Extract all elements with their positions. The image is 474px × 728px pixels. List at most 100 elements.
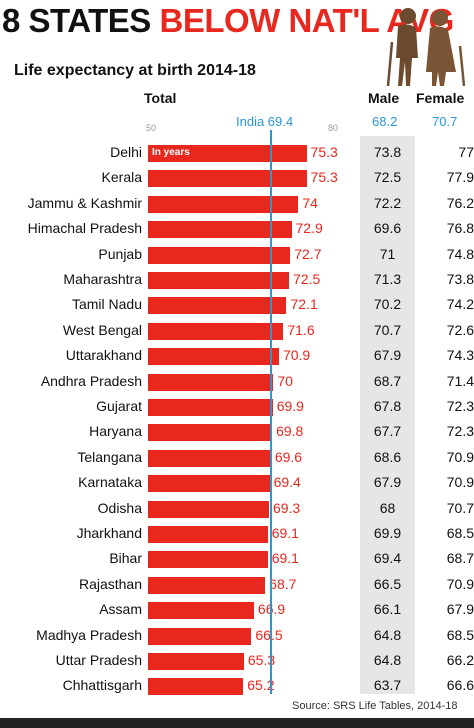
male-value: 66.5 (373, 575, 402, 592)
state-label: Karnataka (78, 474, 142, 491)
female-value: 77.9 (446, 169, 474, 186)
female-value: 72.3 (446, 423, 474, 440)
total-value-label: 66.9 (257, 601, 286, 618)
male-national-average: 68.2 (372, 114, 398, 129)
total-value-label: 69.8 (276, 423, 304, 440)
female-value: 67.9 (446, 601, 474, 618)
state-label: Rajasthan (78, 575, 142, 592)
state-label: Uttar Pradesh (55, 652, 142, 668)
male-value: 71.3 (373, 271, 402, 287)
male-value: 73.8 (373, 144, 402, 160)
male-value: 68.6 (373, 448, 402, 465)
male-value: 72.5 (373, 169, 402, 186)
male-value: 72.2 (373, 194, 402, 211)
total-value-label: 65.2 (247, 677, 275, 694)
total-value-label: 72.5 (293, 271, 321, 287)
total-bar (148, 373, 274, 391)
total-value-label: 72.9 (295, 220, 323, 237)
state-label: Gujarat (96, 398, 142, 414)
total-value-label: 65.3 (247, 652, 276, 668)
female-value: 73.8 (446, 271, 474, 287)
total-bar (148, 602, 254, 620)
state-label: Tamil Nadu (71, 296, 142, 313)
state-label: Kerala (101, 169, 142, 186)
total-bar (148, 170, 307, 188)
male-value: 69.6 (373, 220, 402, 237)
total-bar (148, 145, 307, 162)
total-bar (148, 576, 266, 594)
female-value: 68.5 (446, 525, 474, 541)
total-bar (148, 297, 287, 315)
female-value: 68.7 (446, 550, 474, 567)
total-column-header: Total (144, 90, 177, 106)
male-column-background (360, 136, 415, 694)
female-value: 77 (458, 144, 474, 160)
male-value: 68.7 (373, 372, 402, 389)
male-value: 67.9 (373, 347, 402, 364)
male-value: 71 (379, 245, 396, 262)
total-value-label: 69.3 (272, 499, 301, 516)
state-label: Maharashtra (63, 271, 142, 287)
total-bar (148, 195, 299, 213)
total-bar (148, 678, 244, 696)
total-value-label: 75.3 (310, 144, 338, 160)
source-note: Source: SRS Life Tables, 2014-18 (292, 700, 458, 712)
male-value: 69.4 (373, 550, 402, 567)
female-value: 70.9 (446, 448, 474, 465)
total-bar (148, 272, 289, 289)
state-label: Uttarakhand (65, 347, 142, 364)
male-value: 67.7 (373, 423, 402, 440)
female-value: 70.9 (446, 474, 474, 491)
total-value-label: 69.4 (273, 474, 301, 491)
female-value: 76.2 (446, 194, 474, 211)
male-value: 67.8 (373, 398, 402, 414)
total-bar (148, 500, 269, 518)
male-value: 68 (379, 499, 396, 516)
female-value: 71.4 (446, 372, 474, 389)
total-value-label: 69.9 (276, 398, 304, 414)
male-value: 69.9 (373, 525, 402, 541)
state-label: Jharkhand (76, 525, 142, 541)
state-label: Andhra Pradesh (40, 372, 142, 389)
state-label: Jammu & Kashmir (27, 194, 142, 211)
female-national-average: 70.7 (432, 114, 458, 129)
total-bar (148, 449, 271, 467)
total-bar (148, 551, 268, 569)
total-value-label: 68.7 (269, 575, 297, 592)
state-label: Delhi (110, 144, 142, 160)
state-label: Madhya Pradesh (36, 626, 142, 643)
total-value-label: 74 (302, 194, 318, 211)
total-bar (148, 221, 292, 239)
female-value: 76.8 (446, 220, 474, 237)
total-bar (148, 424, 273, 442)
units-label: In years (152, 147, 190, 158)
state-label: Haryana (89, 423, 142, 440)
male-column-header: Male (368, 90, 400, 106)
state-label: Odisha (97, 499, 142, 516)
female-value: 70.9 (446, 575, 474, 592)
male-value: 64.8 (373, 626, 402, 643)
total-bar (148, 246, 291, 264)
male-value: 64.8 (373, 652, 402, 668)
total-bar (148, 627, 252, 645)
total-value-label: 72.1 (290, 296, 318, 313)
subtitle: Life expectancy at birth 2014-18 (14, 62, 256, 79)
female-value: 72.6 (446, 321, 474, 338)
state-label: Assam (99, 601, 142, 618)
total-bar (148, 348, 279, 366)
total-bar (148, 322, 284, 340)
total-value-label: 70 (277, 372, 293, 389)
india-average-line (270, 130, 272, 694)
state-label: Chhattisgarh (62, 677, 142, 694)
total-value-label: 69.6 (274, 448, 303, 465)
female-value: 74.2 (446, 296, 474, 313)
male-value: 63.7 (373, 677, 402, 694)
title-part1: 8 STATES (2, 2, 151, 39)
elderly-couple-icon (386, 8, 466, 87)
female-column-header: Female (416, 90, 465, 106)
axis-min-label: 50 (146, 123, 157, 133)
state-label: West Bengal (62, 321, 142, 338)
total-bar (148, 653, 244, 670)
total-value-label: 70.9 (282, 347, 311, 364)
axis-max-label: 80 (328, 123, 339, 133)
